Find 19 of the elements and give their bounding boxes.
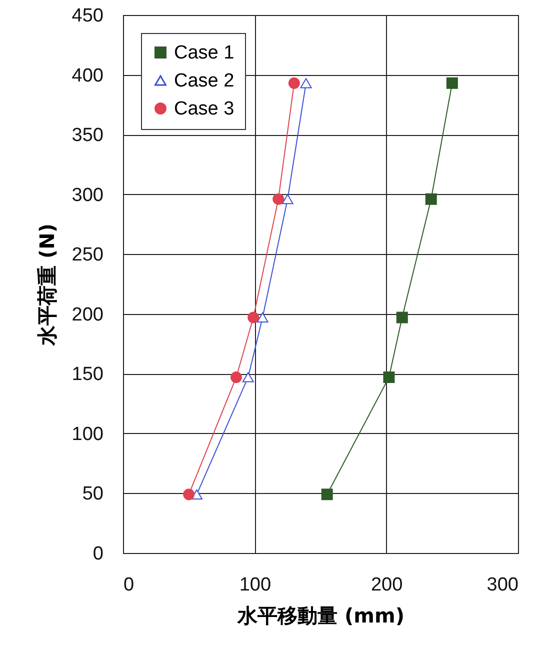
y-tick-label: 350 (72, 125, 104, 146)
legend-label: Case 1 (174, 42, 234, 64)
x-axis-title: 水平移動量 (mm) (236, 604, 404, 628)
x-tick-label: 100 (239, 574, 272, 596)
y-tick-label: 150 (72, 364, 104, 386)
y-tick-label: 400 (72, 65, 104, 86)
y-tick-label: 200 (72, 304, 104, 326)
y-tick-label: 0 (92, 544, 104, 564)
y-tick-label: 300 (72, 184, 104, 206)
legend-label: Case 2 (174, 70, 234, 92)
x-tick-label: 300 (486, 574, 518, 596)
y-tick-label: 250 (72, 244, 104, 266)
x-tick-label: 200 (370, 574, 403, 596)
legend-label: Case 3 (174, 98, 234, 120)
y-tick-label: 450 (72, 6, 104, 26)
x-tick-label: 0 (124, 574, 134, 596)
y-tick-label: 50 (82, 484, 104, 505)
y-tick-label: 100 (72, 424, 104, 445)
y-axis-title: 水平荷重 (N) (34, 224, 59, 346)
